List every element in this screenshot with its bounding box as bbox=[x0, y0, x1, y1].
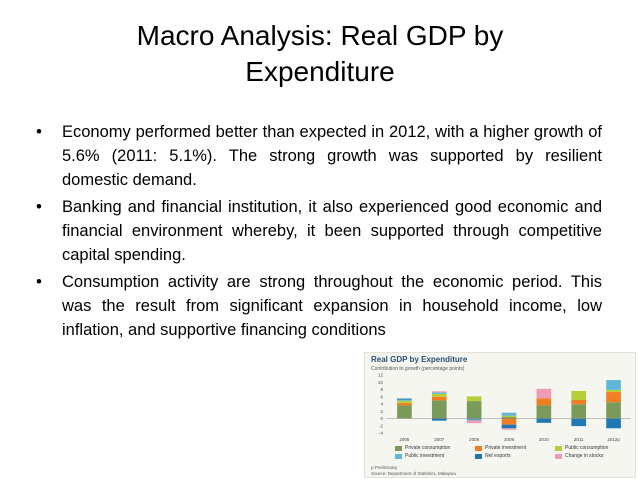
chart-note: p Preliminary bbox=[371, 465, 398, 470]
bullet-icon: • bbox=[36, 197, 42, 216]
y-tick-label: -4 bbox=[379, 431, 383, 436]
bar-segment bbox=[606, 392, 621, 403]
bar-segment bbox=[466, 396, 482, 402]
bar-segment bbox=[501, 415, 517, 418]
legend-swatch bbox=[555, 453, 562, 459]
x-tick-label: 2011 bbox=[574, 437, 584, 442]
legend-label: Change in stocks bbox=[565, 453, 604, 459]
chart-title: Real GDP by Expenditure bbox=[371, 355, 468, 364]
bar-segment bbox=[501, 418, 517, 425]
bar-segment bbox=[536, 388, 552, 399]
chart-source: Source: Department of Statistics, Malays… bbox=[371, 471, 456, 476]
bar-segment bbox=[397, 398, 412, 400]
bar-segment bbox=[397, 402, 412, 406]
x-tick-label: 2012p bbox=[607, 437, 620, 442]
legend-swatch bbox=[475, 445, 482, 451]
legend-label: Private consumption bbox=[405, 445, 451, 451]
bullet-text: Consumption activity are strong througho… bbox=[62, 273, 602, 339]
bar-segment bbox=[571, 418, 587, 427]
bar-segment bbox=[431, 418, 447, 421]
bullet-text: Economy performed better than expected i… bbox=[62, 123, 602, 189]
legend-swatch bbox=[475, 453, 482, 459]
bar-segment bbox=[536, 398, 552, 406]
y-tick-label: 8 bbox=[380, 387, 383, 392]
y-tick-label: 10 bbox=[378, 380, 384, 385]
bullet-item: • Consumption activity are strong throug… bbox=[34, 270, 602, 342]
bar-segment bbox=[466, 420, 482, 424]
bar-segment bbox=[466, 418, 482, 420]
x-tick-label: 2007 bbox=[434, 437, 445, 442]
gdp-chart: -4 -2 0 2 4 6 8 10 12 2006 2007 2008 2009 2010 2011 201… bbox=[378, 373, 631, 442]
bar-segment bbox=[571, 390, 587, 401]
legend-item: Change in stocks bbox=[555, 453, 631, 459]
bar-segment bbox=[501, 412, 517, 416]
bar-segment bbox=[466, 419, 482, 421]
bar-segment bbox=[466, 401, 482, 419]
bar-segment bbox=[536, 418, 552, 423]
legend-item: Private investment bbox=[475, 445, 551, 451]
y-tick-label: 0 bbox=[380, 416, 383, 421]
legend-label: Net exports bbox=[485, 453, 511, 459]
bullet-icon: • bbox=[36, 122, 42, 141]
y-tick-label: 12 bbox=[378, 373, 384, 378]
legend-label: Public consumption bbox=[565, 445, 609, 451]
bar-segment bbox=[431, 392, 447, 394]
slide-title: Macro Analysis: Real GDP by Expenditure bbox=[60, 18, 580, 90]
bar-segment bbox=[606, 380, 621, 390]
bullet-icon: • bbox=[36, 272, 42, 291]
y-tick-label: 4 bbox=[380, 402, 383, 407]
legend-item: Public consumption bbox=[555, 445, 631, 451]
x-tick-label: 2010 bbox=[539, 437, 550, 442]
bar-segment bbox=[536, 405, 552, 419]
y-tick-label: -2 bbox=[379, 423, 383, 428]
bar-segment bbox=[606, 402, 621, 419]
bar-segment bbox=[431, 396, 447, 401]
bar-segment bbox=[501, 424, 517, 429]
x-tick-label: 2009 bbox=[504, 437, 515, 442]
bar-segment bbox=[397, 399, 412, 401]
bar-segment bbox=[501, 428, 517, 430]
bar-segment bbox=[397, 405, 412, 419]
legend-item: Private consumption bbox=[395, 445, 471, 451]
bar-segment bbox=[571, 400, 587, 405]
bar-segment bbox=[571, 404, 587, 419]
x-tick-label: 2008 bbox=[469, 437, 480, 442]
legend-item: Public investment bbox=[395, 453, 471, 459]
legend-swatch bbox=[395, 445, 402, 451]
y-tick-label: 2 bbox=[380, 409, 383, 414]
legend-swatch bbox=[395, 453, 402, 459]
bar-segment bbox=[606, 418, 621, 429]
bar-segment bbox=[431, 400, 447, 419]
bullet-list: • Economy performed better than expected… bbox=[34, 120, 602, 345]
chart-subtitle: Contribution to growth (percentage point… bbox=[371, 366, 465, 372]
bullet-text: Banking and financial institution, it al… bbox=[62, 198, 602, 264]
legend-item: Net exports bbox=[475, 453, 551, 459]
legend-label: Public investment bbox=[405, 453, 445, 459]
bar-segment bbox=[431, 393, 447, 397]
bar-segment bbox=[606, 389, 621, 393]
gdp-chart-image: -4 -2 0 2 4 6 8 10 12 2006 2007 2008 2009 2010 2011 201… bbox=[364, 352, 636, 478]
bar-segment bbox=[431, 391, 447, 393]
slide-title-line-2: Expenditure bbox=[245, 56, 395, 87]
y-tick-label: 6 bbox=[380, 394, 383, 399]
x-tick-label: 2006 bbox=[399, 437, 410, 442]
legend-label: Private investment bbox=[485, 445, 527, 451]
legend-swatch bbox=[555, 445, 562, 451]
bullet-item: • Economy performed better than expected… bbox=[34, 120, 602, 192]
bullet-item: • Banking and financial institution, it … bbox=[34, 195, 602, 267]
slide-title-line-1: Macro Analysis: Real GDP by bbox=[136, 20, 504, 51]
bar-segment bbox=[397, 400, 412, 403]
chart-legend: Private consumption Private investment Pub… bbox=[395, 445, 631, 459]
bar-segment bbox=[501, 417, 517, 419]
